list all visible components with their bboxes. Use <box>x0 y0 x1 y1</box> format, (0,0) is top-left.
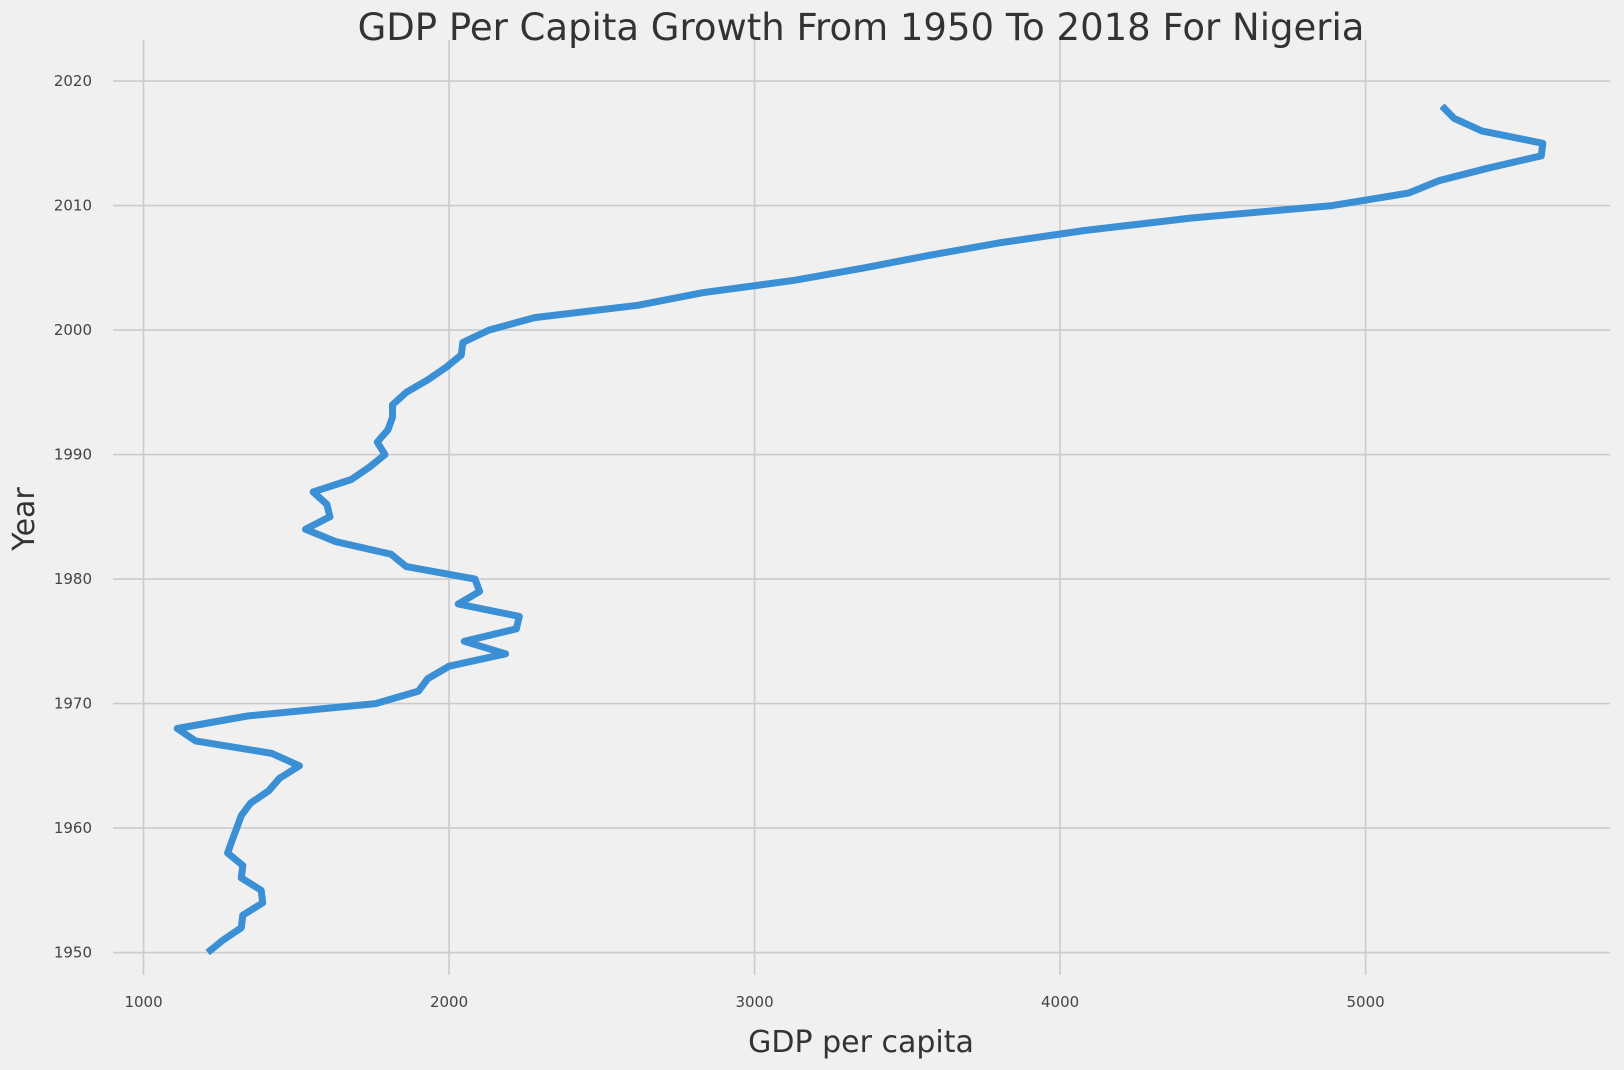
y-tick-labels: 1950 1960 1970 1980 1990 2000 2010 2020 <box>54 72 92 962</box>
x-tick-label: 5000 <box>1346 993 1384 1011</box>
chart-title: GDP Per Capita Growth From 1950 To 2018 … <box>358 6 1365 49</box>
x-axis-label: GDP per capita <box>748 1025 974 1060</box>
y-tick-label: 1950 <box>54 944 92 962</box>
y-tick-label: 2020 <box>54 72 92 90</box>
y-tick-label: 1990 <box>54 446 92 464</box>
y-tick-label: 2000 <box>54 321 92 339</box>
series-group <box>173 103 1547 956</box>
x-tick-label: 1000 <box>124 993 162 1011</box>
y-tick-label: 2010 <box>54 197 92 215</box>
y-tick-label: 1970 <box>54 695 92 713</box>
grid-lines <box>113 40 1610 975</box>
x-tick-label: 2000 <box>430 993 468 1011</box>
y-tick-label: 1960 <box>54 819 92 837</box>
x-tick-label: 3000 <box>735 993 773 1011</box>
x-tick-labels: 1000 2000 3000 4000 5000 <box>124 993 1384 1011</box>
x-tick-label: 4000 <box>1041 993 1079 1011</box>
y-tick-label: 1980 <box>54 570 92 588</box>
y-axis-label: Year <box>7 487 42 552</box>
series-line <box>173 103 1547 956</box>
